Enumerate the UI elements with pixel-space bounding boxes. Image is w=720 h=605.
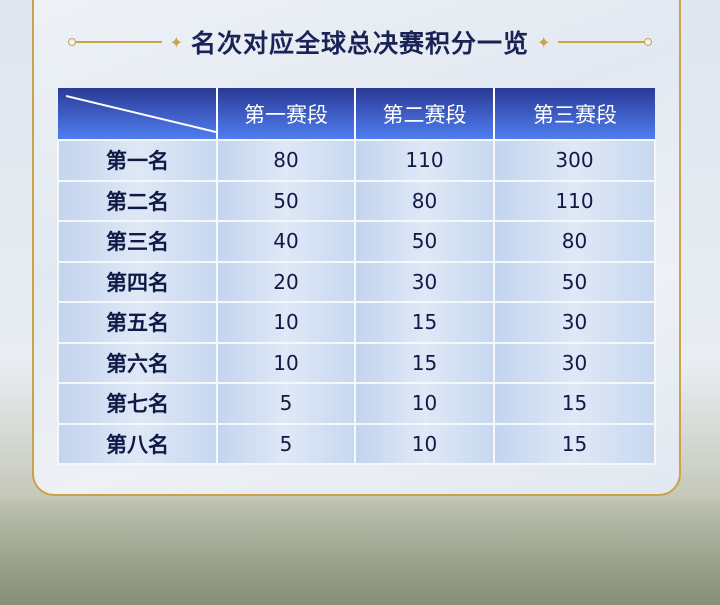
points-cell: 80 <box>354 179 495 222</box>
points-cell: 50 <box>216 179 356 222</box>
points-cell: 30 <box>354 260 495 303</box>
table-row: 第六名 10 15 30 <box>57 341 656 384</box>
header-row: 第一赛段 第二赛段 第三赛段 <box>58 88 655 140</box>
rank-cell: 第四名 <box>57 260 218 303</box>
diagonal-line <box>66 95 216 133</box>
table-row: 第四名 20 30 50 <box>57 260 656 303</box>
points-cell: 30 <box>493 301 656 344</box>
points-cell: 20 <box>216 260 356 303</box>
points-cell: 5 <box>216 382 356 425</box>
title-row: ✦ 名次对应全球总决赛积分一览 ✦ <box>0 24 720 60</box>
table-row: 第七名 5 10 15 <box>57 382 656 425</box>
points-cell: 15 <box>493 382 656 425</box>
points-cell: 10 <box>354 422 495 465</box>
rank-cell: 第五名 <box>57 301 218 344</box>
table-row: 第一名 80 110 300 <box>57 139 656 182</box>
points-cell: 110 <box>354 139 495 182</box>
rank-cell: 第七名 <box>57 382 218 425</box>
rank-cell: 第六名 <box>57 341 218 384</box>
divider-left <box>67 38 162 46</box>
points-cell: 300 <box>493 139 656 182</box>
sparkle-icon: ✦ <box>537 32 551 52</box>
points-cell: 15 <box>354 301 495 344</box>
points-cell: 80 <box>493 220 656 263</box>
points-cell: 40 <box>216 220 356 263</box>
corner-cell <box>58 88 217 140</box>
points-cell: 50 <box>354 220 495 263</box>
points-cell: 10 <box>216 341 356 384</box>
table-row: 第五名 10 15 30 <box>57 301 656 344</box>
points-cell: 110 <box>493 179 656 222</box>
points-cell: 15 <box>354 341 495 384</box>
table-row: 第二名 50 80 110 <box>57 179 656 222</box>
rank-cell: 第三名 <box>57 220 218 263</box>
rank-cell: 第八名 <box>57 422 218 465</box>
column-header: 第二赛段 <box>354 88 494 140</box>
points-cell: 15 <box>493 422 656 465</box>
points-table: 第一赛段 第二赛段 第三赛段 第一名 80 110 300 第二名 50 80 110 第三名 4… <box>57 88 656 465</box>
column-header: 第一赛段 <box>216 88 355 140</box>
background-crowd <box>0 500 720 605</box>
table-row: 第八名 5 10 15 <box>57 422 656 465</box>
rank-cell: 第一名 <box>57 139 218 182</box>
points-cell: 10 <box>216 301 356 344</box>
page-title: 名次对应全球总决赛积分一览 <box>190 29 529 58</box>
points-cell: 80 <box>216 139 356 182</box>
rank-cell: 第二名 <box>57 179 218 222</box>
points-cell: 30 <box>493 341 656 384</box>
table-row: 第三名 40 50 80 <box>57 220 656 263</box>
sparkle-icon: ✦ <box>169 32 183 52</box>
column-header: 第三赛段 <box>493 88 655 140</box>
points-cell: 50 <box>493 260 656 303</box>
points-cell: 10 <box>354 382 495 425</box>
points-cell: 5 <box>216 422 356 465</box>
divider-right <box>558 38 653 46</box>
